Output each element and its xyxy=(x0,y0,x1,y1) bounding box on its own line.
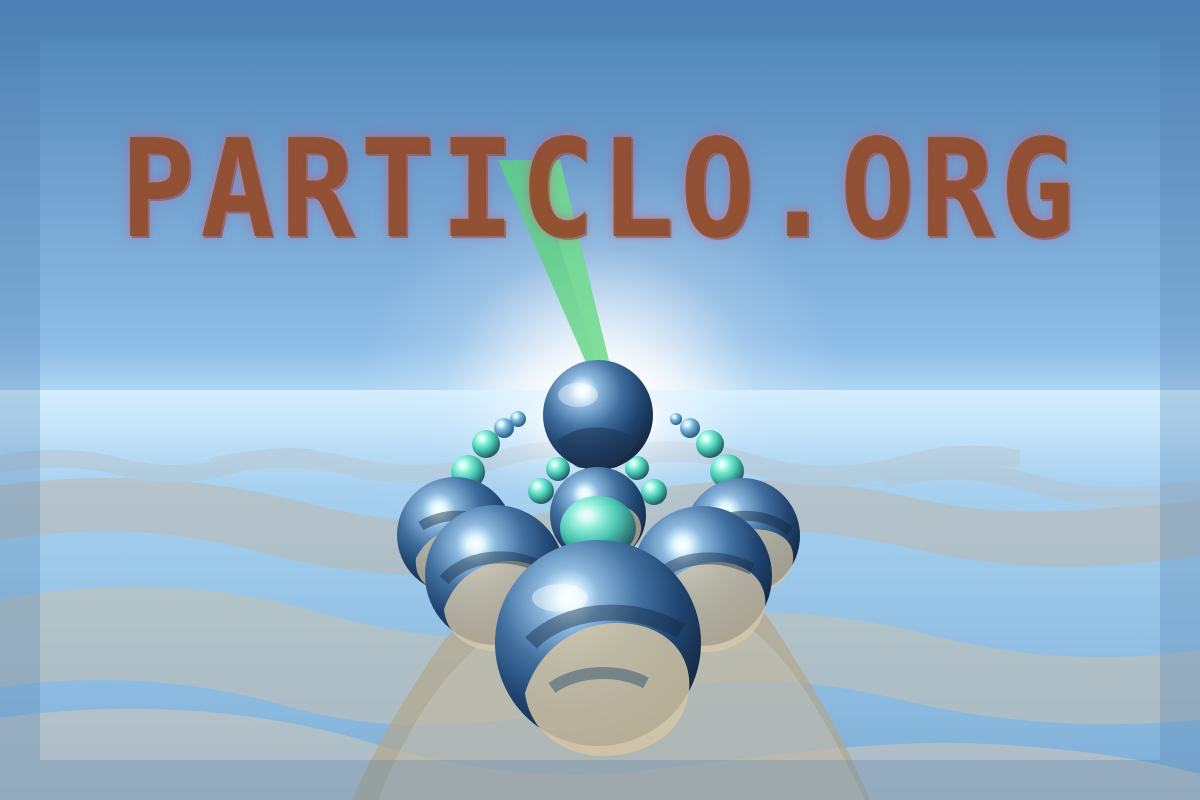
small-sphere xyxy=(680,418,700,438)
small-sphere xyxy=(670,413,682,425)
small-sphere xyxy=(510,411,526,427)
small-sphere xyxy=(472,430,500,458)
small-sphere xyxy=(494,418,514,438)
small-sphere xyxy=(528,478,554,504)
page-title: PARTICLO.ORG xyxy=(120,111,1080,269)
small-sphere xyxy=(696,430,724,458)
green-beam xyxy=(498,160,610,365)
green-beam-highlight xyxy=(533,160,610,365)
small-orbits xyxy=(451,411,744,505)
small-sphere xyxy=(546,457,570,481)
large-sphere-cluster xyxy=(397,360,800,756)
small-sphere xyxy=(641,479,667,505)
small-sphere xyxy=(625,456,649,480)
